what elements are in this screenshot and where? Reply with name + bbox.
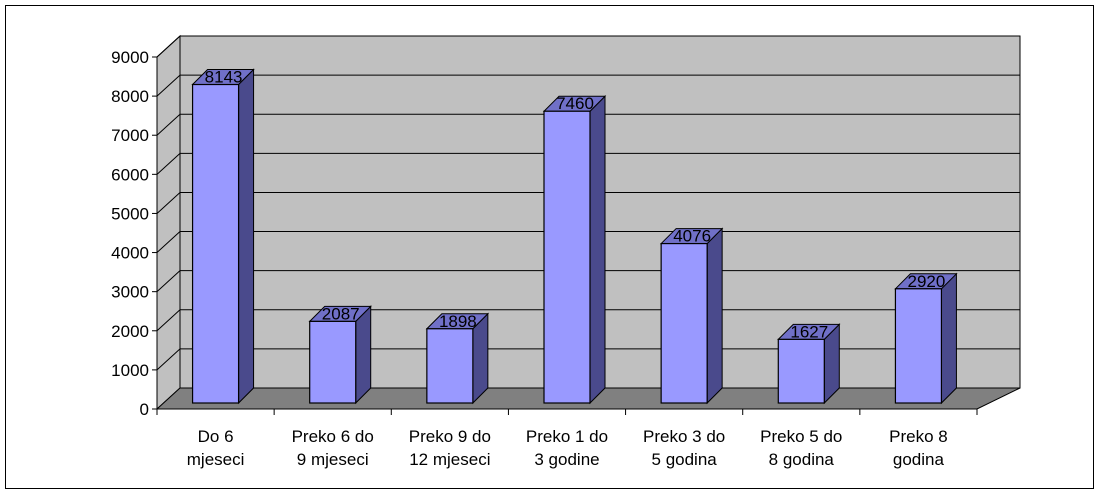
data-label: 4076 — [673, 227, 711, 246]
gridline — [156, 74, 1020, 97]
bar-side — [940, 272, 957, 405]
y-tick-label: 5000 — [111, 204, 149, 223]
gridline — [156, 348, 1020, 371]
x-tick-label: Do 6 — [198, 427, 234, 446]
y-tick-label: 1000 — [111, 361, 149, 380]
x-tick-label: Preko 3 do — [643, 427, 725, 446]
gridline — [156, 113, 1020, 136]
side-wall — [156, 34, 181, 411]
data-label: 1627 — [790, 322, 828, 341]
x-tick-label: Preko 9 do — [409, 427, 491, 446]
y-tick-label: 6000 — [111, 165, 149, 184]
y-tick-label: 2000 — [111, 322, 149, 341]
bar — [309, 320, 357, 404]
y-tick-label: 4000 — [111, 244, 149, 263]
gridline — [156, 35, 1020, 58]
gridline — [156, 309, 1020, 332]
bar-side — [238, 68, 255, 405]
x-tick-label: godina — [893, 450, 945, 469]
data-label: 2920 — [908, 272, 946, 291]
bar — [894, 288, 943, 404]
bar-side — [589, 95, 606, 405]
y-tick-label: 3000 — [111, 283, 149, 302]
bar — [426, 328, 474, 404]
x-tick-label: Preko 5 do — [760, 427, 842, 446]
data-label: 2087 — [322, 304, 360, 323]
x-tick-label: Preko 8 — [889, 427, 948, 446]
gridline — [156, 152, 1020, 175]
bar — [660, 242, 708, 404]
bar — [543, 110, 591, 404]
x-tick-label: Preko 6 do — [292, 427, 374, 446]
x-tick-label: 8 godina — [769, 450, 835, 469]
x-tick-label: mjeseci — [187, 450, 245, 469]
x-tick-label: Preko 1 do — [526, 427, 608, 446]
x-tick-label: 12 mjeseci — [409, 450, 490, 469]
bar — [777, 338, 825, 404]
gridline — [156, 231, 1020, 253]
y-tick-label: 0 — [140, 400, 149, 419]
gridline — [156, 270, 1020, 293]
bar — [191, 83, 240, 404]
x-tick-label: 5 godina — [652, 450, 718, 469]
bar-side — [706, 227, 723, 405]
data-label: 7460 — [556, 94, 594, 113]
y-tick-label: 9000 — [111, 48, 149, 67]
gridline — [156, 191, 1020, 214]
data-label: 1898 — [439, 312, 477, 331]
y-tick-label: 8000 — [111, 87, 149, 106]
x-tick-label: 3 godine — [534, 450, 599, 469]
data-label: 8143 — [205, 68, 243, 87]
y-tick-label: 7000 — [111, 126, 149, 145]
x-tick-label: 9 mjeseci — [297, 450, 369, 469]
